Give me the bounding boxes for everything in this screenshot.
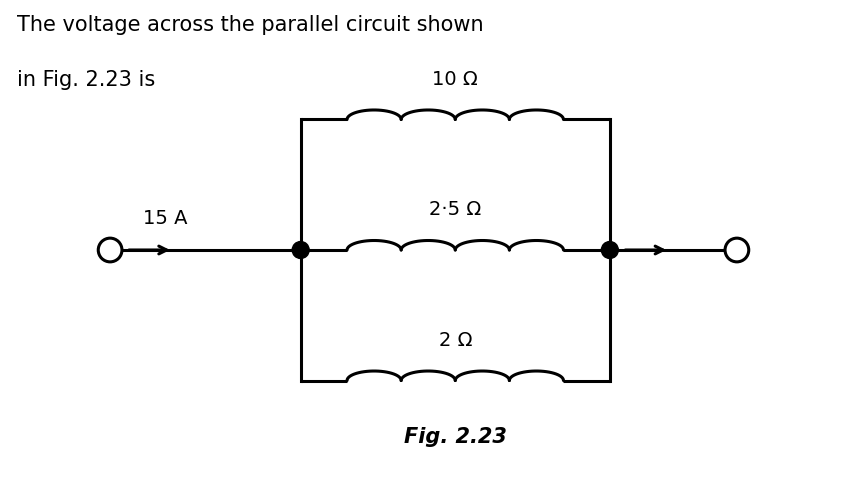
Text: 2·5 Ω: 2·5 Ω [429,200,481,218]
Ellipse shape [292,242,309,259]
Ellipse shape [601,242,618,259]
Text: Fig. 2.23: Fig. 2.23 [404,426,507,446]
Ellipse shape [725,238,749,263]
Text: 15 A: 15 A [143,209,187,228]
Text: 10 Ω: 10 Ω [432,70,479,88]
Ellipse shape [98,238,122,263]
Text: 2 Ω: 2 Ω [439,330,472,349]
Text: The voltage across the parallel circuit shown: The voltage across the parallel circuit … [17,15,484,35]
Text: in Fig. 2.23 is: in Fig. 2.23 is [17,70,155,90]
